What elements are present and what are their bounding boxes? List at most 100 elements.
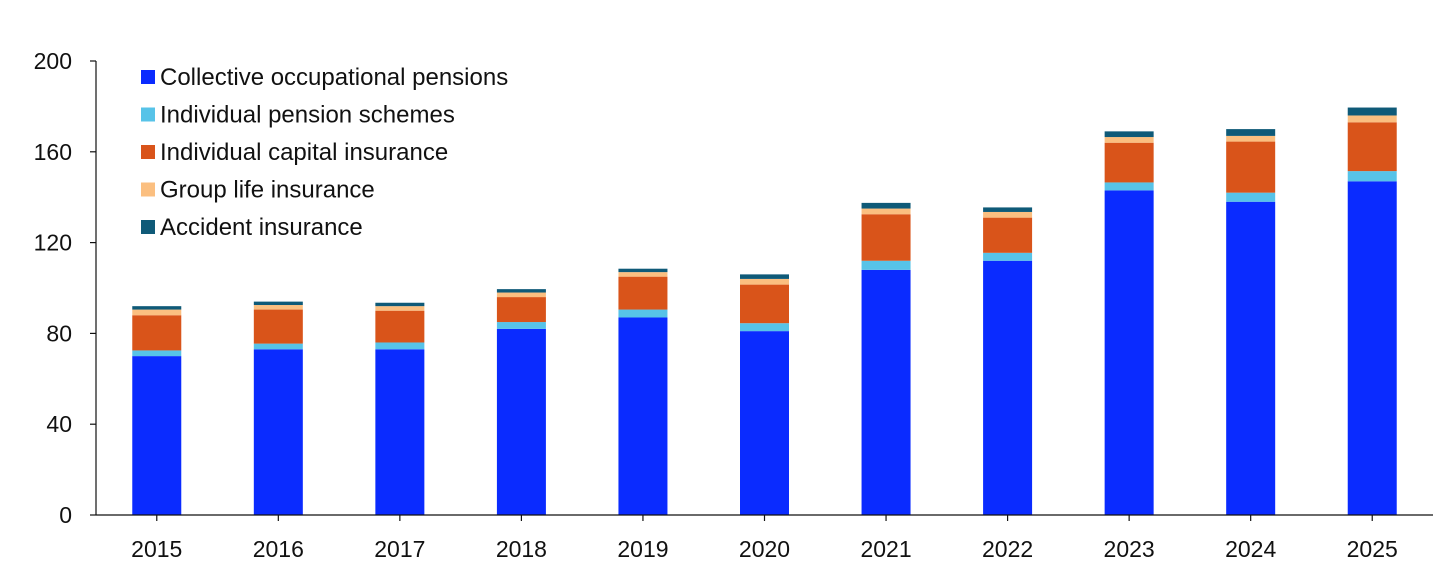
bar-segment-2023-series-1: [1104, 182, 1154, 191]
bar-segment-2021-series-1: [861, 260, 911, 270]
bar-segment-2017-series-2: [375, 310, 425, 343]
bar-segment-2015-series-1: [132, 350, 182, 357]
bar-segment-2025-series-1: [1347, 171, 1397, 182]
bar-segment-2015-series-3: [132, 309, 182, 316]
bar-segment-2024-series-0: [1226, 201, 1276, 516]
x-tick-label: 2024: [1225, 536, 1276, 562]
bar-segment-2024-series-1: [1226, 192, 1276, 202]
bar-segment-2021-series-0: [861, 269, 911, 515]
bar-stack-2017: [375, 302, 425, 515]
bar-segment-2018-series-2: [496, 297, 546, 323]
legend: Collective occupational pensions Individu…: [141, 64, 508, 241]
bar-segment-2016-series-3: [253, 305, 303, 310]
bar-segment-2022-series-4: [983, 207, 1033, 212]
bar-segment-2015-series-2: [132, 315, 182, 351]
bar-segment-2019-series-1: [618, 309, 668, 318]
bar-segment-2025-series-4: [1347, 107, 1397, 116]
bar-segment-2020-series-0: [740, 331, 789, 515]
legend-item: Accident insurance: [141, 214, 363, 241]
x-tick-label: 2015: [131, 536, 182, 562]
bar-segment-2025-series-0: [1347, 181, 1397, 515]
legend-item: Individual pension schemes: [141, 102, 455, 129]
bar-segment-2025-series-2: [1347, 122, 1397, 172]
bar-stack-2019: [618, 268, 668, 515]
bar-segment-2024-series-3: [1226, 135, 1276, 142]
bar-segment-2020-series-4: [740, 274, 789, 279]
bar-stack-2025: [1347, 107, 1397, 515]
bar-stack-2016: [253, 301, 303, 515]
x-tick-label: 2016: [253, 536, 304, 562]
legend-label: Group life insurance: [160, 177, 375, 204]
bar-segment-2022-series-3: [983, 211, 1033, 218]
legend-item: Group life insurance: [141, 177, 375, 204]
bar-segment-2018-series-3: [496, 292, 546, 298]
bar-segment-2017-series-0: [375, 349, 425, 515]
bar-segment-2015-series-0: [132, 356, 182, 515]
legend-swatch: [141, 145, 155, 159]
bar-segment-2020-series-3: [740, 278, 789, 285]
x-tick-label: 2017: [374, 536, 425, 562]
axes-layer: 2015 2016 2017 2018 2019 2020 2021 2022 2023 2024…: [34, 48, 1433, 562]
legend-item: Individual capital insurance: [141, 139, 448, 166]
bar-segment-2022-series-1: [983, 252, 1033, 261]
bar-segment-2021-series-2: [861, 214, 911, 261]
bar-segment-2023-series-4: [1104, 131, 1154, 138]
y-tick-label: 200: [34, 48, 72, 74]
x-tick-label: 2021: [860, 536, 911, 562]
legend-label: Individual pension schemes: [160, 102, 455, 129]
x-tick-label: 2019: [617, 536, 668, 562]
bar-stack-2022: [983, 207, 1033, 515]
legend-swatch: [141, 70, 155, 84]
bar-segment-2022-series-0: [983, 260, 1033, 515]
bar-segment-2016-series-0: [253, 349, 303, 515]
legend-label: Individual capital insurance: [160, 139, 448, 166]
legend-label: Accident insurance: [160, 214, 363, 241]
bar-segment-2015-series-4: [132, 306, 182, 310]
bar-segment-2019-series-0: [618, 317, 668, 515]
bar-stack-2015: [132, 306, 182, 515]
bar-segment-2017-series-4: [375, 302, 425, 307]
x-tick-label: 2025: [1347, 536, 1398, 562]
bar-stack-2018: [496, 289, 546, 515]
x-tick-label: 2023: [1104, 536, 1155, 562]
bar-segment-2016-series-2: [253, 309, 303, 344]
bar-segment-2023-series-0: [1104, 190, 1154, 515]
bar-segment-2020-series-1: [740, 323, 789, 332]
bar-segment-2020-series-2: [740, 284, 789, 324]
legend-label: Collective occupational pensions: [160, 64, 508, 91]
legend-swatch: [141, 182, 155, 197]
bar-stack-2024: [1226, 129, 1276, 516]
y-tick-label: 160: [34, 139, 72, 165]
x-tick-label: 2018: [496, 536, 547, 562]
bar-segment-2021-series-4: [861, 202, 911, 209]
bar-segment-2021-series-3: [861, 208, 911, 215]
bar-segment-2022-series-2: [983, 217, 1033, 253]
bar-stack-2020: [740, 274, 789, 515]
bars-layer: [132, 107, 1397, 516]
bar-segment-2019-series-4: [618, 268, 668, 273]
bar-segment-2023-series-3: [1104, 137, 1154, 143]
bar-segment-2024-series-2: [1226, 141, 1276, 193]
bar-stack-2021: [861, 202, 911, 515]
bar-segment-2017-series-3: [375, 306, 425, 311]
bar-segment-2025-series-3: [1347, 115, 1397, 123]
bar-stack-2023: [1104, 131, 1154, 515]
x-tick-label: 2020: [739, 536, 790, 562]
bar-segment-2016-series-4: [253, 301, 303, 306]
bar-segment-2018-series-4: [496, 289, 546, 293]
x-tick-label: 2022: [982, 536, 1033, 562]
y-tick-label: 120: [34, 230, 72, 256]
legend-swatch: [141, 107, 155, 122]
y-tick-label: 40: [46, 411, 72, 437]
bar-segment-2019-series-3: [618, 272, 668, 277]
bar-segment-2018-series-1: [496, 322, 546, 329]
bar-segment-2023-series-2: [1104, 142, 1154, 183]
bar-segment-2017-series-1: [375, 342, 425, 350]
bar-segment-2024-series-4: [1226, 129, 1276, 136]
legend-item: Collective occupational pensions: [141, 64, 508, 91]
y-tick-label: 80: [46, 320, 72, 346]
y-tick-label: 0: [59, 502, 72, 528]
bar-segment-2019-series-2: [618, 276, 668, 310]
